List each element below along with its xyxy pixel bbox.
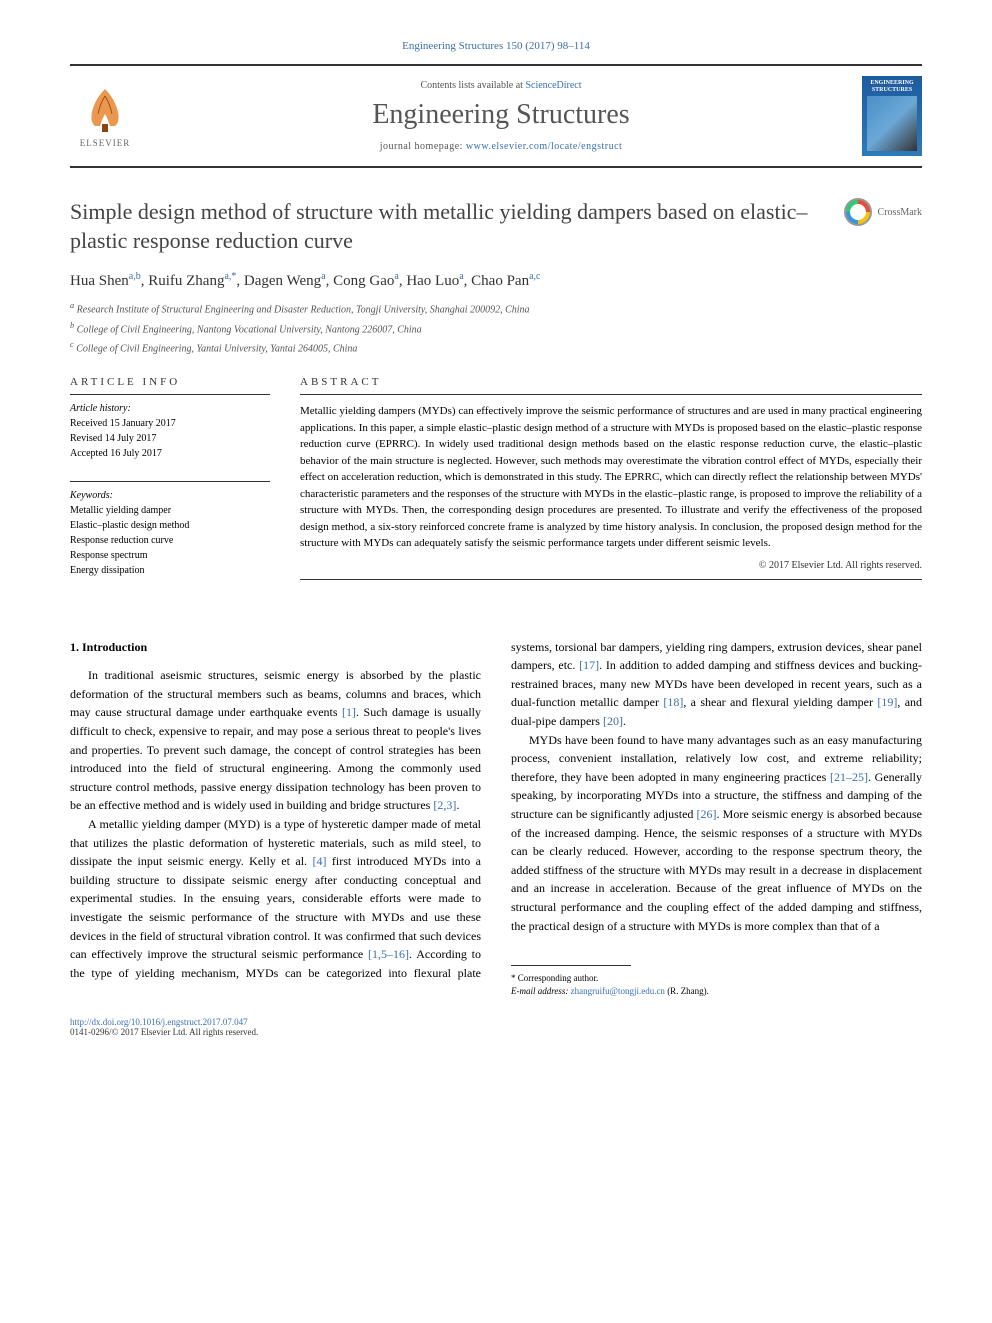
intro-p3: MYDs have been found to have many advant…	[511, 731, 922, 936]
email-attribution: (R. Zhang).	[665, 986, 709, 996]
corr-author-email[interactable]: zhangruifu@tongji.edu.cn	[571, 986, 665, 996]
ref-2-3[interactable]: [2,3]	[433, 798, 456, 812]
intro-p1: In traditional aseismic structures, seis…	[70, 666, 481, 815]
elsevier-label: ELSEVIER	[80, 138, 131, 148]
article-info-heading: ARTICLE INFO	[70, 376, 270, 388]
ref-1[interactable]: [1]	[342, 705, 356, 719]
abstract-block: ABSTRACT Metallic yielding dampers (MYDs…	[300, 376, 922, 588]
history-item-1: Received 15 January 2017	[70, 416, 270, 431]
history-item-2: Revised 14 July 2017	[70, 431, 270, 446]
history-item-3: Accepted 16 July 2017	[70, 446, 270, 461]
keyword-2: Elastic–plastic design method	[70, 518, 270, 533]
abstract-heading: ABSTRACT	[300, 376, 922, 388]
cover-image-placeholder	[867, 96, 917, 151]
journal-citation: Engineering Structures 150 (2017) 98–114	[70, 40, 922, 52]
abstract-text: Metallic yielding dampers (MYDs) can eff…	[300, 403, 922, 552]
journal-cover-thumbnail: ENGINEERING STRUCTURES	[862, 76, 922, 156]
article-body: 1. Introduction In traditional aseismic …	[70, 638, 922, 998]
page-footer: http://dx.doi.org/10.1016/j.engstruct.20…	[70, 1017, 922, 1037]
corresponding-author-footnote: * Corresponding author. E-mail address: …	[511, 972, 922, 997]
footnote-separator	[511, 965, 631, 966]
homepage-prefix: journal homepage:	[380, 141, 466, 152]
affiliations-block: a Research Institute of Structural Engin…	[70, 300, 922, 356]
affiliation-2: b College of Civil Engineering, Nantong …	[70, 320, 922, 337]
ref-26[interactable]: [26]	[697, 807, 717, 821]
affiliation-3: c College of Civil Engineering, Yantai U…	[70, 339, 922, 356]
article-title: Simple design method of structure with m…	[70, 198, 844, 255]
ref-19[interactable]: [19]	[877, 695, 897, 709]
ref-4[interactable]: [4]	[312, 854, 326, 868]
article-history-label: Article history:	[70, 403, 270, 414]
keyword-4: Response spectrum	[70, 548, 270, 563]
keyword-5: Energy dissipation	[70, 563, 270, 578]
sciencedirect-link[interactable]: ScienceDirect	[525, 80, 581, 91]
issn-copyright: 0141-0296/© 2017 Elsevier Ltd. All right…	[70, 1027, 258, 1037]
corr-author-label: * Corresponding author.	[511, 972, 922, 985]
ref-1-5-16[interactable]: [1,5–16]	[368, 947, 409, 961]
article-info-sidebar: ARTICLE INFO Article history: Received 1…	[70, 376, 270, 588]
contents-available-line: Contents lists available at ScienceDirec…	[140, 80, 862, 91]
journal-homepage-line: journal homepage: www.elsevier.com/locat…	[140, 141, 862, 152]
cover-title: ENGINEERING STRUCTURES	[866, 80, 918, 93]
crossmark-label: CrossMark	[878, 207, 922, 218]
email-label: E-mail address:	[511, 986, 571, 996]
contents-prefix: Contents lists available at	[420, 80, 525, 91]
author-list: Hua Shena,b, Ruifu Zhanga,*, Dagen Wenga…	[70, 271, 922, 290]
ref-18[interactable]: [18]	[663, 695, 683, 709]
keyword-1: Metallic yielding damper	[70, 503, 270, 518]
doi-link[interactable]: http://dx.doi.org/10.1016/j.engstruct.20…	[70, 1017, 248, 1027]
elsevier-tree-icon	[80, 84, 130, 134]
journal-homepage-link[interactable]: www.elsevier.com/locate/engstruct	[466, 141, 622, 152]
section-1-heading: 1. Introduction	[70, 638, 481, 657]
keyword-3: Response reduction curve	[70, 533, 270, 548]
affiliation-1: a Research Institute of Structural Engin…	[70, 300, 922, 317]
journal-header: ELSEVIER Contents lists available at Sci…	[70, 64, 922, 168]
elsevier-logo[interactable]: ELSEVIER	[70, 76, 140, 156]
abstract-copyright: © 2017 Elsevier Ltd. All rights reserved…	[300, 560, 922, 571]
crossmark-badge[interactable]: CrossMark	[844, 198, 922, 226]
keywords-label: Keywords:	[70, 490, 270, 501]
crossmark-icon	[844, 198, 872, 226]
journal-name: Engineering Structures	[140, 99, 862, 131]
ref-21-25[interactable]: [21–25]	[830, 770, 868, 784]
ref-20[interactable]: [20]	[603, 714, 623, 728]
ref-17[interactable]: [17]	[579, 658, 599, 672]
